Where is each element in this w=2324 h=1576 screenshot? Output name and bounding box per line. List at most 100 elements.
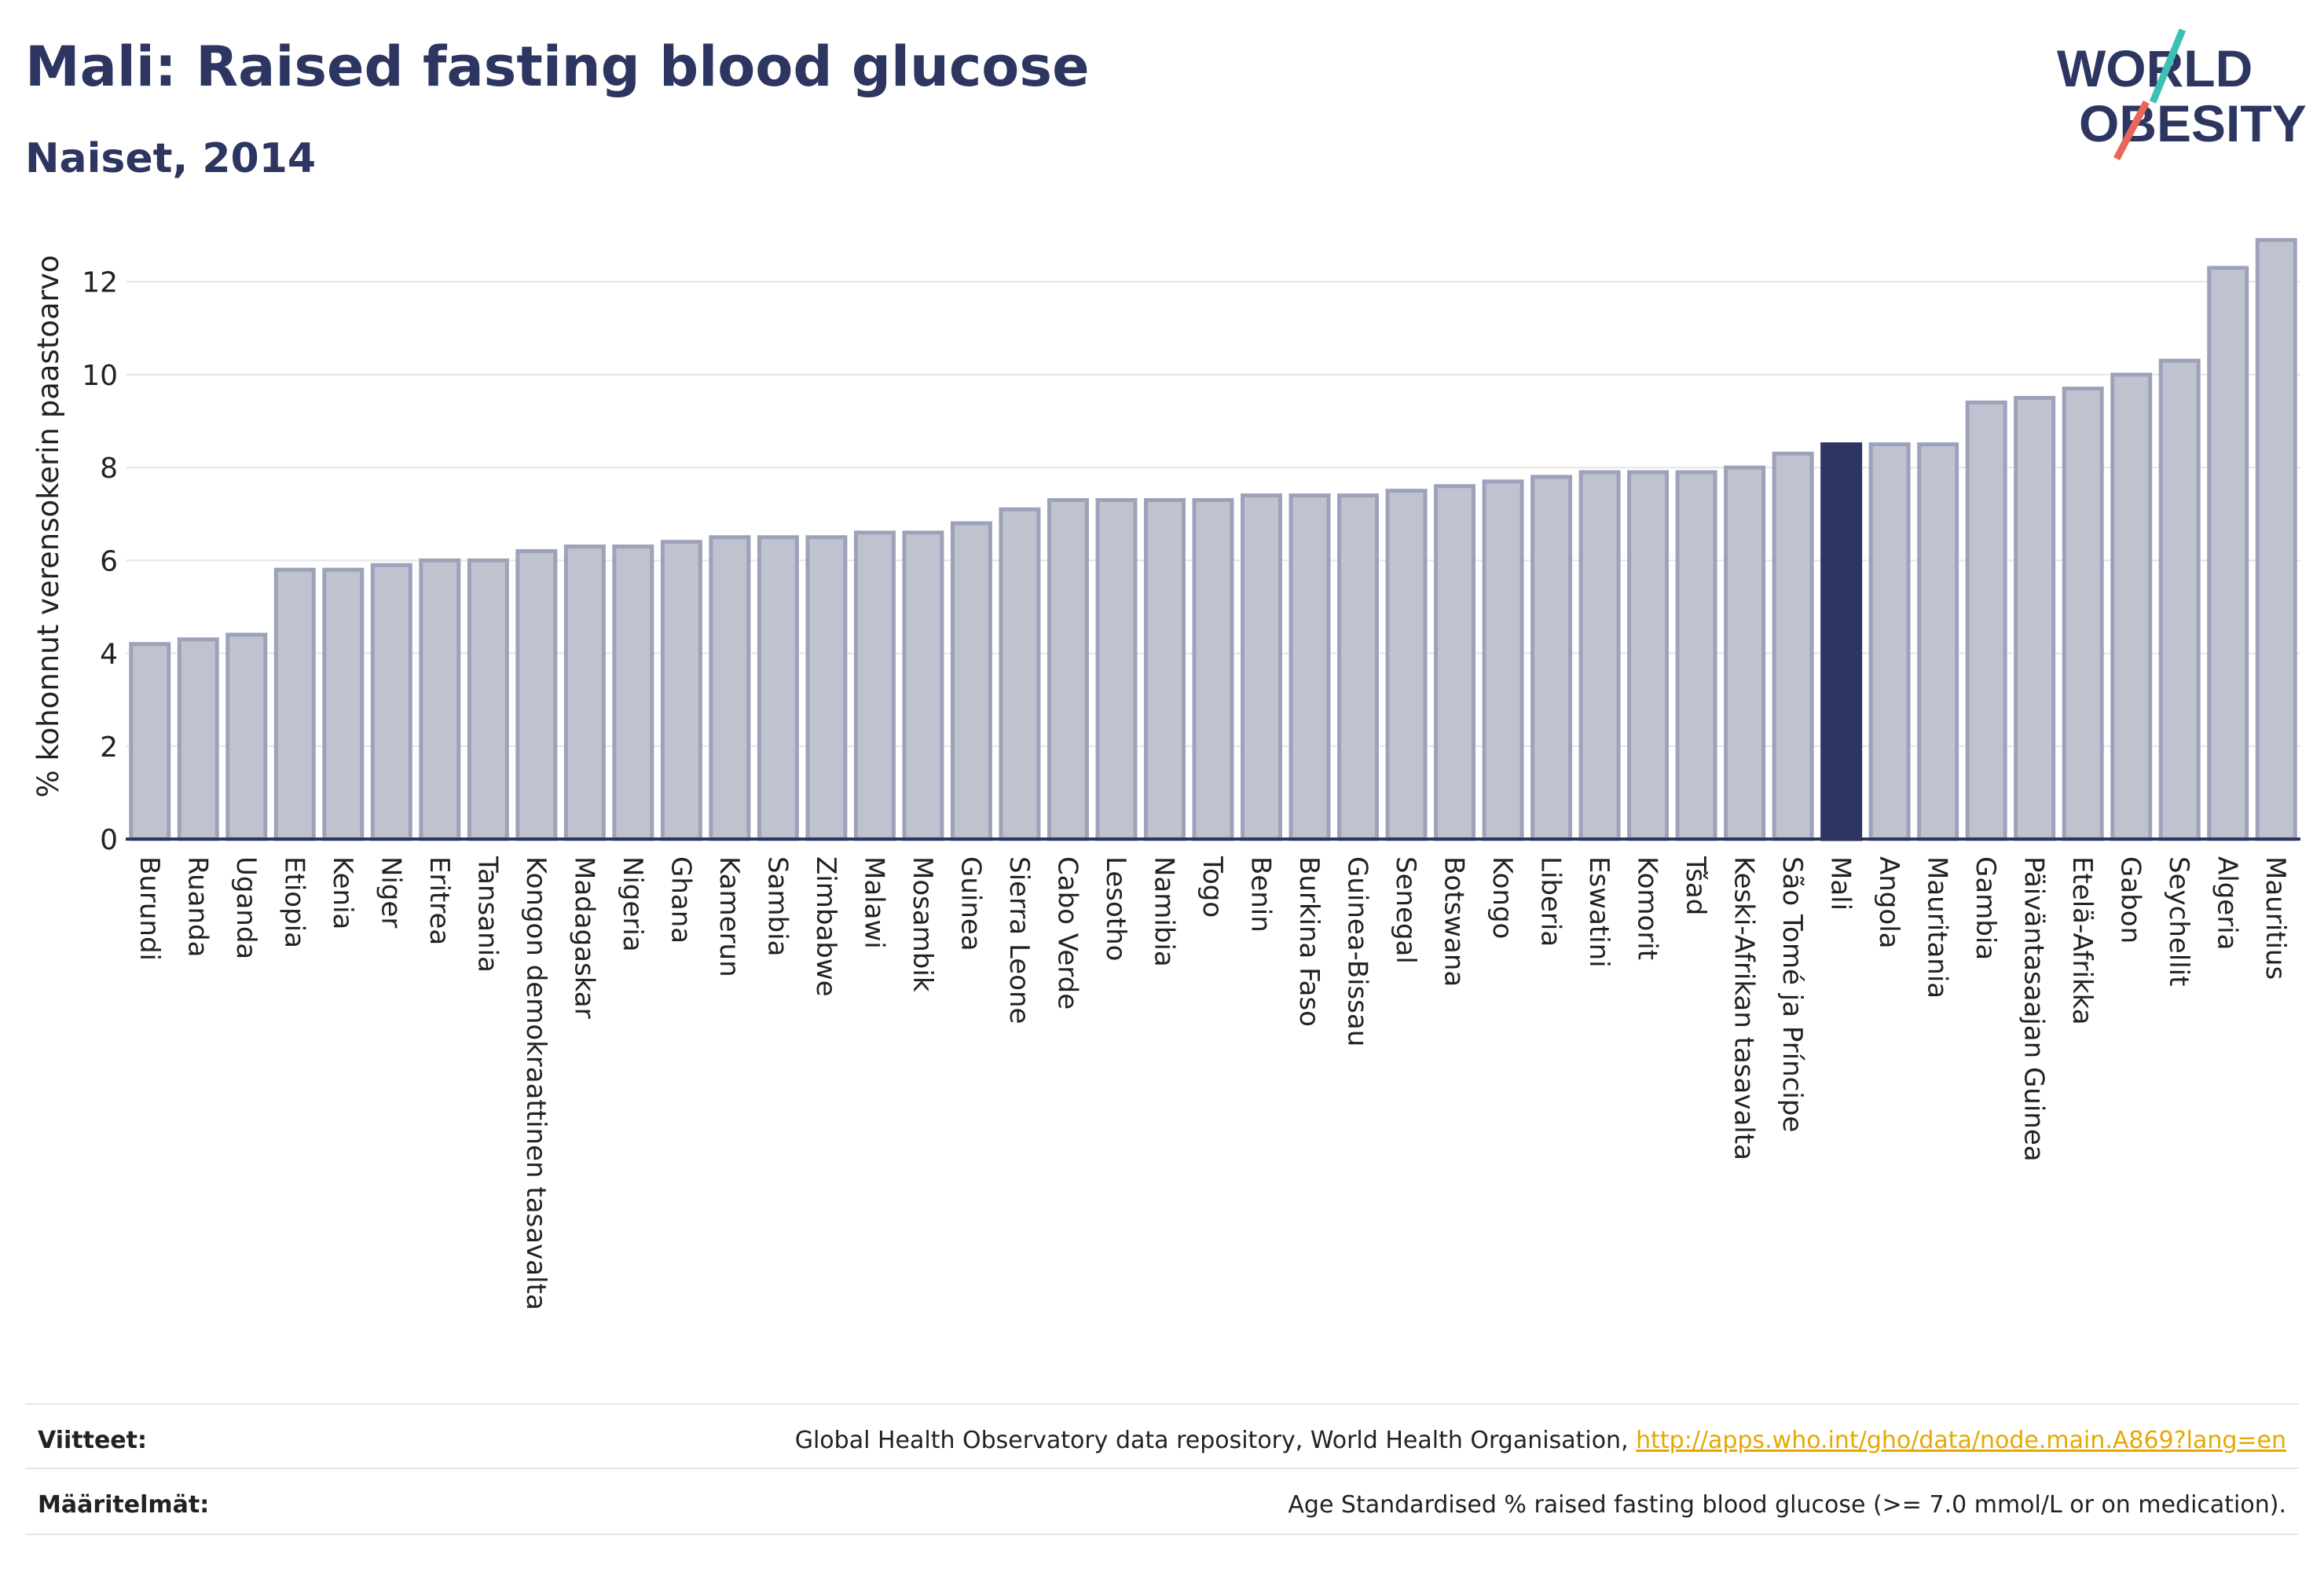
x-tick-label: Keski-Afrikan tasavalta: [1728, 856, 1760, 1160]
y-axis-label: % kohonnut verensokerin paastoarvo: [31, 255, 65, 798]
bar-etel-afrikka: [2062, 387, 2104, 841]
bar-zimbabwe: [805, 535, 848, 841]
y-tick-label: 2: [100, 731, 118, 764]
x-tick-label: Senegal: [1390, 856, 1421, 964]
y-tick-label: 6: [100, 545, 118, 577]
y-tick-label: 12: [82, 267, 118, 299]
bar-algeria: [2207, 266, 2249, 841]
bar-s-o-tom-ja-pr-ncipe: [1772, 451, 1814, 841]
x-tick-label: Nigeria: [617, 856, 648, 952]
bar-sambia: [757, 535, 799, 841]
bar-eswatini: [1578, 470, 1621, 841]
references-link[interactable]: http://apps.who.int/gho/data/node.main.A…: [1636, 1427, 2286, 1454]
x-tick-label: Mosambik: [907, 856, 938, 992]
x-tick-label: Eswatini: [1583, 856, 1615, 968]
references-value: Global Health Observatory data repositor…: [795, 1427, 2286, 1454]
logo-slash-teal: [2149, 28, 2187, 104]
x-tick-label: Etiopia: [278, 856, 310, 948]
bar-cabo-verde: [1047, 497, 1089, 841]
x-tick-label: Sierra Leone: [1003, 856, 1035, 1024]
x-tick-label: Botswana: [1439, 856, 1470, 987]
bar-chart: 0 2 4 6 8 10 12 Burundi Ruanda Uganda Etiopia Kenia…: [31, 237, 2300, 1310]
x-tick-label: Algeria: [2212, 856, 2243, 950]
x-tick-label: Cabo Verde: [1051, 856, 1083, 1010]
logo-slash-red: [2113, 100, 2150, 161]
footer-definitions: Määritelmät: Age Standardised % raised f…: [25, 1468, 2299, 1535]
x-tick-label: Niger: [375, 856, 406, 928]
definitions-text: Age Standardised % raised fasting blood …: [1288, 1491, 2286, 1519]
bar-eritrea: [419, 558, 461, 841]
bar-etiopia: [273, 567, 316, 841]
bars-layer: [129, 237, 2297, 841]
bar-sierra-leone: [999, 507, 1041, 841]
bar-liberia: [1530, 475, 1573, 841]
x-tick-label: Gambia: [1970, 856, 2001, 960]
bar-kongon-demokraattinen-tasavalta: [515, 549, 558, 841]
x-tick-label: Mauritania: [1922, 856, 1953, 999]
bar-togo: [1192, 497, 1234, 841]
x-tick-label: Mauritius: [2260, 856, 2291, 980]
references-text: Global Health Observatory data repositor…: [794, 1427, 1637, 1454]
bar-botswana: [1434, 484, 1476, 841]
x-tick-label: Ruanda: [181, 856, 213, 957]
bar-benin: [1241, 493, 1283, 841]
bar-angola: [1868, 442, 1911, 841]
bar-burundi: [129, 642, 171, 841]
x-tick-label: Seychellit: [2163, 856, 2194, 986]
x-tick-label: São Tomé ja Príncipe: [1776, 856, 1808, 1132]
x-tick-label: Eritrea: [423, 856, 455, 945]
bar-ruanda: [177, 637, 219, 841]
y-tick-label: 10: [82, 360, 118, 392]
x-tick-label: Benin: [1245, 856, 1277, 933]
world-obesity-logo: WORLD OBESITY: [2057, 28, 2307, 161]
x-tick-label: Zimbabwe: [810, 856, 841, 997]
x-tick-label: Malawi: [858, 856, 889, 949]
x-tick-label: Tšad: [1680, 856, 1711, 915]
x-tick-label: Sambia: [761, 856, 793, 956]
bar-nigeria: [612, 544, 654, 841]
bar-keski-afrikan-tasavalta: [1724, 465, 1766, 841]
x-tick-label: Namibia: [1148, 856, 1179, 967]
footer-references: Viitteet: Global Health Observatory data…: [25, 1403, 2299, 1469]
y-tick-label: 8: [100, 453, 118, 485]
definitions-label: Määritelmät:: [38, 1491, 210, 1519]
x-tick-label: Kenia: [327, 856, 358, 929]
x-tick-label: Angola: [1873, 856, 1904, 948]
bar-mali: [1820, 442, 1863, 841]
bar-niger: [370, 563, 412, 841]
x-tick-label: Kongo: [1486, 856, 1518, 939]
chart-subtitle: Naiset, 2014: [25, 135, 317, 182]
x-tick-label: Mali: [1825, 856, 1857, 911]
bar-p-iv-ntasaajan-guinea: [2014, 395, 2056, 841]
y-tick-label: 4: [100, 639, 118, 671]
x-tick-label: Komorit: [1632, 856, 1663, 960]
x-tick-label: Lesotho: [1100, 856, 1131, 961]
bar-gabon: [2110, 372, 2153, 841]
bar-seychellit: [2158, 358, 2201, 841]
x-tick-label: Etelä-Afrikka: [2066, 856, 2098, 1025]
bar-guinea-bissau: [1337, 493, 1380, 841]
x-tick-label: Gabon: [2115, 856, 2146, 944]
x-tick-label: Ghana: [665, 856, 696, 944]
x-tick-label: Kamerun: [713, 856, 745, 977]
bar-uganda: [225, 632, 268, 841]
bar-tansania: [467, 558, 509, 841]
bar-burkina-faso: [1288, 493, 1331, 841]
bar-mosambik: [902, 530, 944, 841]
logo-word-world: WORLD: [2057, 39, 2253, 97]
bar-lesotho: [1095, 497, 1138, 841]
bar-guinea: [950, 521, 992, 841]
x-tick-label: Tansania: [471, 856, 503, 973]
bar-mauritius: [2255, 237, 2297, 841]
bar-namibia: [1143, 497, 1186, 841]
bar-kongo: [1482, 479, 1524, 841]
bar-mauritania: [1917, 442, 1959, 841]
x-tick-label: Liberia: [1535, 856, 1567, 947]
x-tick-label: Guinea-Bissau: [1342, 856, 1373, 1046]
x-tick-label: Togo: [1197, 856, 1228, 918]
x-tick-label: Kongon demokraattinen tasavalta: [520, 856, 552, 1310]
bar-t-ad: [1675, 470, 1717, 841]
bar-kenia: [322, 567, 365, 841]
x-tick-label: Madagaskar: [568, 856, 599, 1019]
bar-gambia: [1965, 400, 2007, 841]
